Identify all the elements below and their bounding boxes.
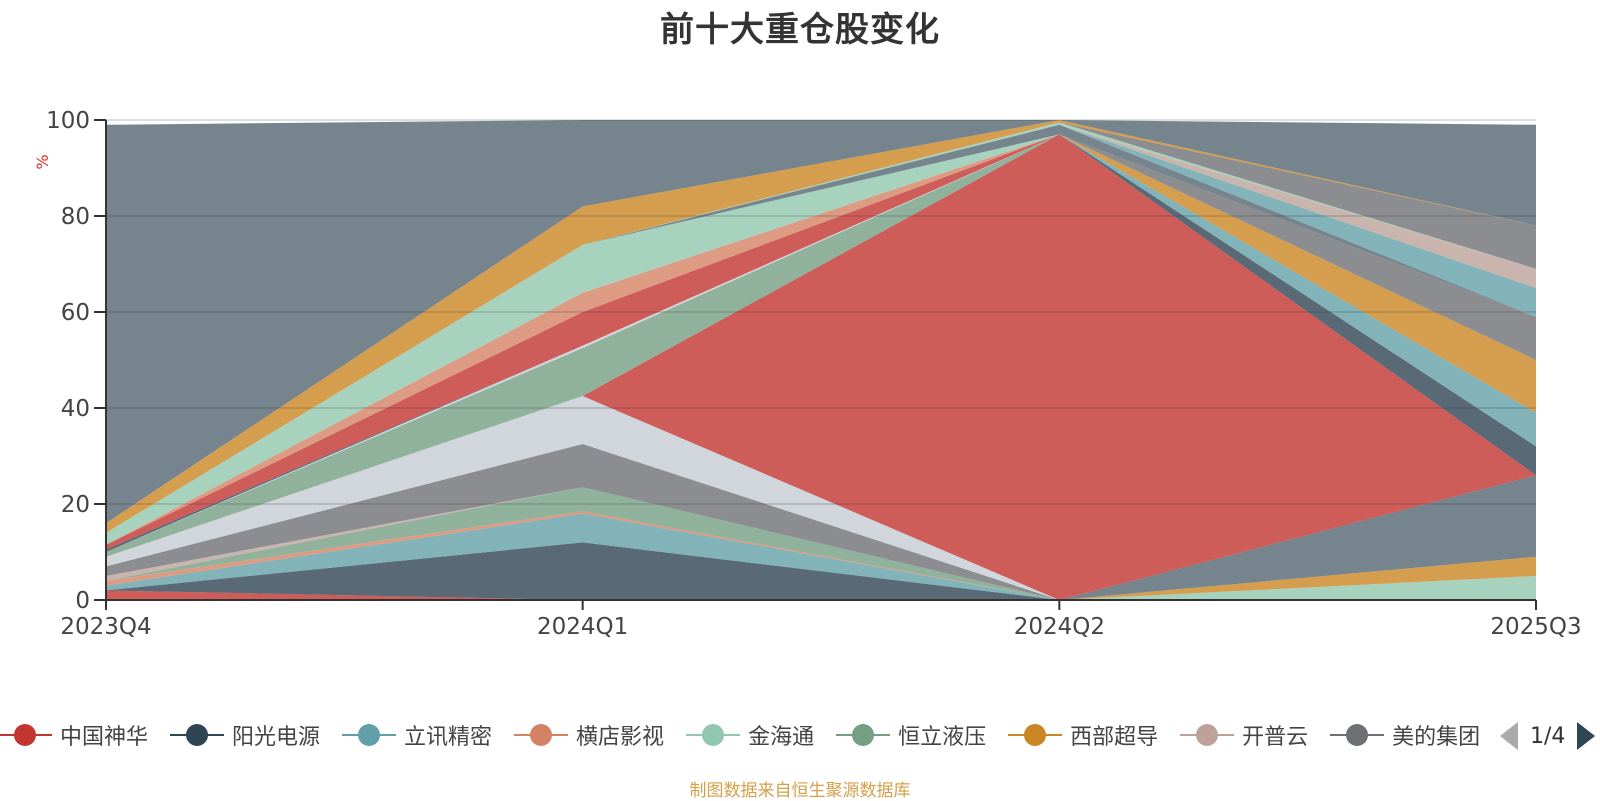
legend-item-2[interactable]: 阳光电源 <box>170 715 320 755</box>
grid-layer <box>106 119 1536 505</box>
area-series-5 <box>106 511 1536 600</box>
area-series-18 <box>106 134 1536 545</box>
legend-label: 金海通 <box>748 725 815 750</box>
legend-page-label: 1/4 <box>1530 723 1566 749</box>
area-series-3 <box>106 513 1536 600</box>
legend-item-7[interactable]: 西部超导 <box>1008 715 1158 755</box>
legend-marker-icon <box>686 723 741 747</box>
source-note: 制图数据来自恒生聚源数据库 <box>689 781 911 801</box>
y-tick-label: 0 <box>75 588 90 614</box>
legend-item-4[interactable]: 横店影视 <box>514 715 664 755</box>
x-tick-label: 2024Q1 <box>537 614 628 640</box>
y-tick-label: 80 <box>61 204 90 230</box>
legend-next-arrow-icon[interactable] <box>1577 722 1596 750</box>
legend-marker-icon <box>1008 723 1063 747</box>
area-series-9 <box>106 444 1536 600</box>
legend-item-9[interactable]: 美的集团 <box>1330 715 1480 755</box>
legend-marker-icon <box>342 723 397 747</box>
legend-item-3[interactable]: 立讯精密 <box>342 715 492 755</box>
legend-label: 阳光电源 <box>232 725 321 750</box>
y-axis-unit-label: % <box>33 154 52 169</box>
legend-label: 中国神华 <box>60 725 149 750</box>
area-series-2 <box>106 542 1536 600</box>
legend-label: 横店影视 <box>576 725 665 750</box>
legend-item-5[interactable]: 金海通 <box>686 715 814 755</box>
y-tick-label: 100 <box>46 108 90 134</box>
y-tick-label: 60 <box>61 300 90 326</box>
y-tick-label: 40 <box>61 396 90 422</box>
legend-label: 西部超导 <box>1070 725 1159 750</box>
x-tick-label: 2025Q3 <box>1490 614 1581 640</box>
legend-item-6[interactable]: 恒立液压 <box>836 715 986 755</box>
area-series-12 <box>106 134 1536 600</box>
axis-layer: 0 20 40 60 80 100 2023Q4 2024Q1 2024Q2 2025Q3% <box>33 108 1582 640</box>
legend-marker-icon <box>1180 723 1235 747</box>
legend: 中国神华 阳光电源 立讯精密 横店影视 金海通 恒立液压 西部超导 开普云 美的集团 <box>0 715 1484 755</box>
legend-prev-arrow-icon[interactable] <box>1500 722 1518 750</box>
legend-label: 美的集团 <box>1392 725 1481 750</box>
x-tick-label: 2023Q4 <box>60 614 151 640</box>
area-series-1 <box>106 590 1536 600</box>
legend-marker-icon <box>836 723 891 747</box>
area-series-6 <box>106 487 1536 600</box>
chart-title: 前十大重仓股变化 <box>660 10 940 50</box>
x-tick-label: 2024Q2 <box>1014 614 1105 640</box>
legend-pager: 1/4 <box>1500 718 1600 754</box>
legend-item-8[interactable]: 开普云 <box>1180 715 1308 755</box>
legend-item-1[interactable]: 中国神华 <box>0 715 148 755</box>
series-layer <box>106 120 1536 600</box>
y-tick-label: 20 <box>61 492 90 518</box>
legend-marker-icon <box>0 723 52 747</box>
legend-label: 开普云 <box>1242 725 1309 750</box>
legend-label: 立讯精密 <box>404 725 493 750</box>
legend-marker-icon <box>514 723 569 747</box>
area-series-28 <box>106 120 1536 524</box>
legend-marker-icon <box>170 723 225 747</box>
legend-label: 恒立液压 <box>898 725 987 750</box>
legend-marker-icon <box>1330 723 1385 747</box>
area-series-11 <box>106 396 1536 600</box>
